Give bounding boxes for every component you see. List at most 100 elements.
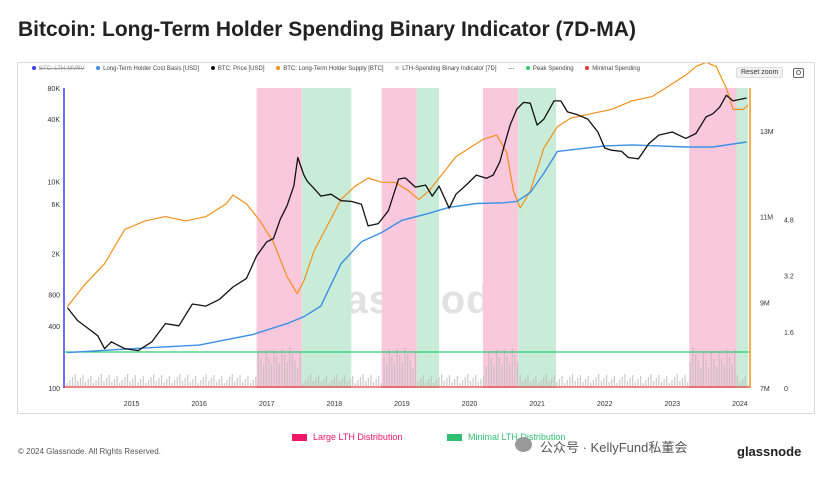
spending-indicator-bar xyxy=(726,350,728,386)
legend-item-cost-basis[interactable]: Long-Term Holder Cost Basis [USD] xyxy=(96,66,199,72)
spending-indicator-bar xyxy=(592,380,595,386)
x-tick-label: 2018 xyxy=(327,401,343,408)
spending-indicator-bar xyxy=(608,382,610,386)
minimal-distribution-band xyxy=(736,88,748,388)
spending-indicator-bar xyxy=(414,353,417,386)
spending-indicator-bar xyxy=(365,381,367,386)
legend-item-minimal-spending[interactable]: Minimal Spending xyxy=(585,66,640,72)
spending-indicator-bar xyxy=(710,352,712,386)
spending-indicator-bar xyxy=(299,353,301,386)
spending-indicator-bar xyxy=(742,379,744,386)
spending-indicator-bar xyxy=(590,383,592,386)
spending-indicator-bar xyxy=(708,367,710,386)
legend-item-lth-supply[interactable]: BTC: Long-Term Holder Supply [BTC] xyxy=(276,66,384,72)
legend-item-binary-indicator[interactable]: LTH-Spending Binary Indicator [7D] xyxy=(395,66,497,72)
spending-indicator-bar xyxy=(681,378,684,386)
spending-indicator-bar xyxy=(378,376,380,386)
spending-indicator-bar xyxy=(228,377,231,386)
spending-indicator-bar xyxy=(336,374,338,386)
spending-indicator-bar xyxy=(331,380,333,386)
spending-indicator-bar xyxy=(297,368,299,386)
page-title: Bitcoin: Long-Term Holder Spending Binar… xyxy=(18,18,636,41)
legend-item-peak-spending[interactable]: Peak Spending xyxy=(525,66,574,72)
spending-indicator-bar xyxy=(79,378,81,386)
legend-item-price[interactable]: BTC: Price [USD] xyxy=(210,66,265,72)
spending-indicator-bar xyxy=(304,380,307,386)
spending-indicator-bar xyxy=(412,368,414,386)
spending-indicator-bar xyxy=(438,377,440,386)
spending-indicator-bar xyxy=(571,374,574,386)
spending-indicator-bar xyxy=(181,381,184,386)
spending-indicator-bar xyxy=(488,351,490,386)
legend-item-dashes[interactable]: --- xyxy=(508,66,515,72)
y-right-indicator-tick-label: 4.8 xyxy=(784,217,794,224)
spending-indicator-bar xyxy=(98,377,100,386)
spending-indicator-bar xyxy=(422,375,424,386)
spending-indicator-bar xyxy=(126,374,129,386)
spending-indicator-bar xyxy=(150,377,152,386)
spending-indicator-bar xyxy=(249,383,252,386)
spending-indicator-bar xyxy=(247,376,249,386)
spending-indicator-bar xyxy=(90,376,92,386)
spending-indicator-bar xyxy=(459,383,461,386)
spending-indicator-bar xyxy=(679,381,681,386)
spending-indicator-bar xyxy=(354,383,356,386)
spending-indicator-bar xyxy=(482,376,485,386)
spending-indicator-bar xyxy=(477,382,479,386)
spending-indicator-bar xyxy=(341,378,343,386)
spending-indicator-bar xyxy=(252,380,254,386)
y-right-supply-tick-label: 9M xyxy=(760,300,770,307)
spending-indicator-bar xyxy=(147,380,150,386)
spending-indicator-bar xyxy=(370,375,372,386)
spending-indicator-bar xyxy=(66,383,68,386)
spending-indicator-bar xyxy=(92,383,95,386)
spending-indicator-bar xyxy=(189,382,191,386)
spending-indicator-bar xyxy=(171,383,173,386)
spending-indicator-bar xyxy=(480,379,482,386)
camera-icon[interactable] xyxy=(793,68,804,78)
spending-indicator-bar xyxy=(174,380,176,386)
spending-indicator-bar xyxy=(137,382,139,386)
spending-indicator-bar xyxy=(425,382,427,386)
spending-indicator-bar xyxy=(632,375,634,386)
spending-indicator-bar xyxy=(323,379,325,386)
spending-indicator-bar xyxy=(320,382,322,386)
x-tick-label: 2022 xyxy=(597,401,613,408)
y-right-indicator-tick-label: 0 xyxy=(784,386,788,393)
spending-indicator-bar xyxy=(187,375,189,386)
spending-indicator-bar xyxy=(574,381,576,386)
spending-indicator-bar xyxy=(668,383,670,386)
spending-indicator-bar xyxy=(236,378,239,386)
spending-indicator-bar xyxy=(194,376,197,386)
spending-indicator-bar xyxy=(558,379,561,386)
spending-indicator-bar xyxy=(475,375,477,386)
spending-indicator-bar xyxy=(595,377,597,386)
legend-item-lth-mvrv[interactable]: BTC: LTH-MVRV xyxy=(32,66,84,72)
spending-indicator-bar xyxy=(205,374,207,386)
spending-indicator-bar xyxy=(132,378,134,386)
spending-indicator-bar xyxy=(676,374,678,386)
x-tick-label: 2017 xyxy=(259,401,275,408)
spending-indicator-bar xyxy=(739,382,741,386)
spending-indicator-bar xyxy=(346,382,348,386)
spending-indicator-bar xyxy=(564,383,566,386)
copyright-text: © 2024 Glassnode. All Rights Reserved. xyxy=(18,447,161,456)
spending-indicator-bar xyxy=(367,378,369,386)
spending-indicator-bar xyxy=(69,380,71,386)
spending-indicator-bar xyxy=(456,376,458,386)
spending-indicator-bar xyxy=(372,382,375,386)
legend-dot-icon xyxy=(395,66,400,71)
y-left-tick-label: 400 xyxy=(48,324,60,331)
spending-indicator-bar xyxy=(485,366,487,386)
spending-indicator-bar xyxy=(734,349,736,386)
spending-indicator-bar xyxy=(694,354,697,386)
spending-indicator-bar xyxy=(215,382,218,386)
spending-indicator-bar xyxy=(375,379,377,386)
chart-svg: 80K 40K 10K 6K 2K 800 400 100 13M 11M 9M 7M 4.8 3.2 1.… xyxy=(48,63,794,408)
spending-indicator-bar xyxy=(585,379,587,386)
spending-indicator-bar xyxy=(598,374,600,386)
x-tick-label: 2016 xyxy=(191,401,207,408)
spending-indicator-bar xyxy=(443,381,445,386)
reset-zoom-button[interactable]: Reset zoom xyxy=(736,67,784,78)
spending-indicator-bar xyxy=(113,379,116,386)
